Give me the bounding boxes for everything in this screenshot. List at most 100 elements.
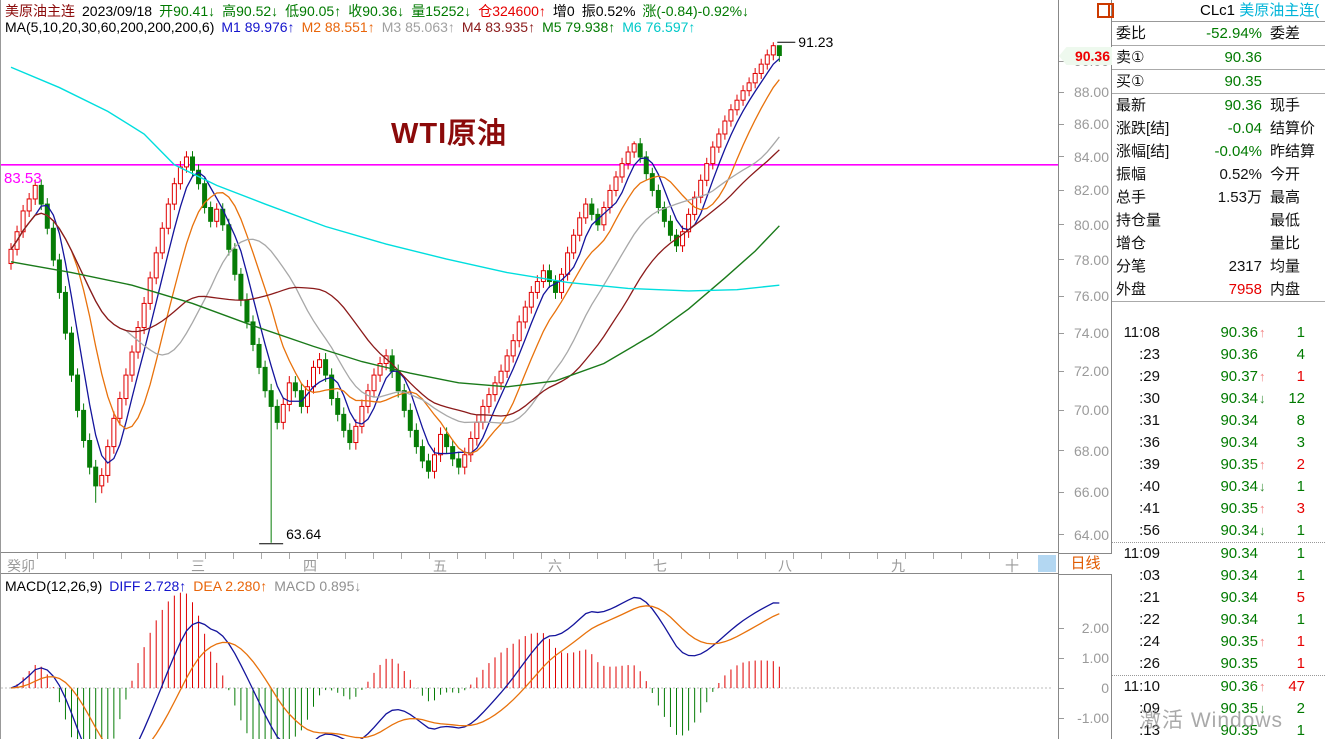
price-axis-label: 74.00 bbox=[1073, 325, 1109, 342]
quote-label: 涨幅[结] bbox=[1116, 143, 1170, 160]
quote-row: 分笔 2317 均量 bbox=[1112, 255, 1325, 278]
ma-field: M4 83.935↑ bbox=[461, 19, 536, 35]
time-and-sales-list[interactable]: 11:08 90.36 ↑ 1:23 90.36 4:29 90.37 ↑ 1:30 90.34 ↓… bbox=[1112, 322, 1325, 742]
quote-panel: CLc1 美原油主连( 委比 -52.94% 委差 卖① 90.36 买① 90.35 最新 9… bbox=[1112, 0, 1325, 739]
price-axis-label: 78.00 bbox=[1073, 251, 1109, 268]
quote-value: -52.94% bbox=[1206, 25, 1262, 42]
window-layout-icon[interactable] bbox=[1097, 3, 1114, 18]
quote-value: 90.36 bbox=[1224, 97, 1262, 114]
ma-line-10 bbox=[10, 79, 780, 455]
quote-rows: 委比 -52.94% 委差 卖① 90.36 买① 90.35 最新 90.36 现手 涨跌[结] -… bbox=[1112, 22, 1325, 302]
tick-row[interactable]: :03 90.34 1 bbox=[1112, 565, 1325, 587]
tick-row[interactable]: :30 90.34 ↓ 12 bbox=[1112, 388, 1325, 410]
tick-row[interactable]: :36 90.34 3 bbox=[1112, 432, 1325, 454]
tick-row[interactable]: :23 90.36 4 bbox=[1112, 344, 1325, 366]
scrollbar-thumb[interactable] bbox=[1038, 555, 1056, 572]
quote-label2: 昨结算 bbox=[1270, 143, 1316, 160]
tick-direction-icon: ↓ bbox=[1259, 701, 1266, 716]
x-axis-label: 九 bbox=[891, 558, 905, 574]
quote-value: -0.04% bbox=[1214, 143, 1262, 160]
tick-volume: 47 bbox=[1288, 678, 1305, 695]
macd-chart[interactable] bbox=[1, 574, 1059, 739]
tick-volume: 1 bbox=[1296, 522, 1305, 539]
header-field: 量15252↓ bbox=[411, 3, 472, 19]
tick-volume: 1 bbox=[1296, 633, 1305, 650]
tick-row[interactable]: :09 90.35 ↓ 2 bbox=[1112, 698, 1325, 720]
quote-row: 增仓 量比 bbox=[1112, 232, 1325, 255]
x-axis-label: 四 bbox=[303, 558, 317, 574]
tick-direction-icon: ↓ bbox=[1259, 391, 1266, 406]
tick-price: 90.35 bbox=[1220, 456, 1258, 473]
tick-price: 90.36 bbox=[1220, 324, 1258, 341]
activation-watermark: 激活 Windows bbox=[1140, 709, 1284, 732]
tick-volume: 1 bbox=[1296, 368, 1305, 385]
candles bbox=[8, 42, 782, 543]
tick-time: :23 bbox=[1139, 346, 1160, 363]
header-field: 振0.52% bbox=[581, 3, 636, 19]
quote-label2: 量比 bbox=[1270, 235, 1301, 252]
x-axis-label: 三 bbox=[191, 558, 205, 574]
ma60-line bbox=[10, 225, 780, 388]
tick-time: :30 bbox=[1139, 390, 1160, 407]
macd-field: MACD 0.895↓ bbox=[274, 578, 362, 594]
macd-axis-label: -1.00 bbox=[1077, 710, 1109, 726]
ma-header: MA(5,10,20,30,60,200,200,200,6) M1 89.976… bbox=[5, 19, 702, 35]
quote-row: 涨幅[结] -0.04% 昨结算 bbox=[1112, 140, 1325, 163]
tick-row[interactable]: :56 90.34 ↓ 1 bbox=[1112, 520, 1325, 542]
tick-time: :21 bbox=[1139, 589, 1160, 606]
tick-row[interactable]: 11:10 90.36 ↑ 47 bbox=[1112, 675, 1325, 698]
header-field: 收90.36↓ bbox=[348, 3, 405, 19]
tick-volume: 2 bbox=[1296, 700, 1305, 717]
tick-row[interactable]: :22 90.34 1 bbox=[1112, 609, 1325, 631]
quote-label2: 内盘 bbox=[1270, 281, 1301, 298]
tick-row[interactable]: :29 90.37 ↑ 1 bbox=[1112, 366, 1325, 388]
quote-value: 1.53万 bbox=[1217, 189, 1262, 206]
tick-price: 90.34 bbox=[1220, 589, 1258, 606]
tick-time: :03 bbox=[1139, 567, 1160, 584]
ma200-line bbox=[10, 66, 780, 292]
chart-title-label: WTI原油 bbox=[391, 118, 508, 150]
quote-label: 增仓 bbox=[1116, 235, 1147, 252]
price-axis-label: 86.00 bbox=[1073, 116, 1109, 133]
alert-price-label: 83.53 bbox=[4, 170, 42, 187]
tick-volume: 1 bbox=[1296, 655, 1305, 672]
tick-direction-icon: ↑ bbox=[1259, 634, 1266, 649]
tick-price: 90.35 bbox=[1220, 700, 1258, 717]
quote-value: 2317 bbox=[1228, 258, 1262, 275]
tick-time: :39 bbox=[1139, 456, 1160, 473]
x-axis-label: 十 bbox=[1005, 558, 1019, 574]
tick-row[interactable]: :21 90.34 5 bbox=[1112, 587, 1325, 609]
header-field: 2023/09/18 bbox=[82, 3, 153, 19]
price-axis-label: 88.00 bbox=[1073, 84, 1109, 101]
quote-value: 7958 bbox=[1228, 281, 1262, 298]
tick-row[interactable]: :31 90.34 8 bbox=[1112, 410, 1325, 432]
tick-volume: 1 bbox=[1296, 611, 1305, 628]
period-selector[interactable]: 日线 bbox=[1059, 553, 1112, 575]
macd-axis-label: 1.00 bbox=[1081, 650, 1109, 666]
candlestick-chart[interactable]: 91.23 63.64 bbox=[1, 0, 1059, 552]
ohlc-header: 美原油主连 2023/09/18 开90.41↓ 高90.52↓ 低90.05↑ 收90.… bbox=[5, 1, 756, 21]
tick-row[interactable]: :24 90.35 ↑ 1 bbox=[1112, 631, 1325, 653]
tick-price: 90.34 bbox=[1220, 390, 1258, 407]
tick-volume: 5 bbox=[1296, 589, 1305, 606]
header-field: 低90.05↑ bbox=[285, 3, 342, 19]
header-field: 增0 bbox=[552, 3, 575, 19]
tick-row[interactable]: :39 90.35 ↑ 2 bbox=[1112, 454, 1325, 476]
ma-field: M3 85.063↑ bbox=[381, 19, 455, 35]
tick-price: 90.34 bbox=[1220, 434, 1258, 451]
tick-row[interactable]: :26 90.35 1 bbox=[1112, 653, 1325, 675]
high-annotation: 91.23 bbox=[798, 34, 833, 50]
tick-price: 90.37 bbox=[1220, 368, 1258, 385]
tick-direction-icon: ↑ bbox=[1259, 325, 1266, 340]
quote-row: 涨跌[结] -0.04 结算价 bbox=[1112, 117, 1325, 140]
quote-value: 0.52% bbox=[1219, 166, 1262, 183]
price-axis-label: 70.00 bbox=[1073, 402, 1109, 419]
x-axis-strip[interactable]: 癸卯 三 四 五 六 七 八 九 十 bbox=[1, 552, 1113, 574]
tick-row[interactable]: :13 90.35 1 bbox=[1112, 720, 1325, 742]
tick-row[interactable]: :40 90.34 ↓ 1 bbox=[1112, 476, 1325, 498]
dea-line bbox=[10, 605, 780, 739]
tick-price: 90.36 bbox=[1220, 346, 1258, 363]
tick-row[interactable]: 11:09 90.34 1 bbox=[1112, 542, 1325, 565]
tick-row[interactable]: :41 90.35 ↑ 3 bbox=[1112, 498, 1325, 520]
tick-row[interactable]: 11:08 90.36 ↑ 1 bbox=[1112, 322, 1325, 344]
